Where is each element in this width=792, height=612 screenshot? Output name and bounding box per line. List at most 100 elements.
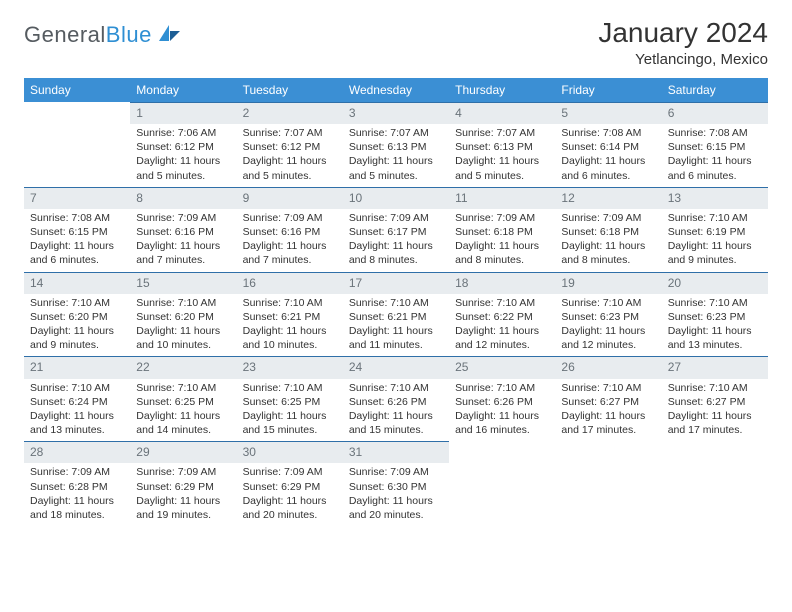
daylight-line: Daylight: 11 hours and 12 minutes. bbox=[455, 324, 549, 352]
sunset-line: Sunset: 6:19 PM bbox=[668, 225, 762, 239]
weekday-header: Thursday bbox=[449, 78, 555, 102]
calendar-cell: 13Sunrise: 7:10 AMSunset: 6:19 PMDayligh… bbox=[662, 187, 768, 272]
sunset-line: Sunset: 6:12 PM bbox=[243, 140, 337, 154]
sunrise-line: Sunrise: 7:06 AM bbox=[136, 126, 230, 140]
calendar-row: 21Sunrise: 7:10 AMSunset: 6:24 PMDayligh… bbox=[24, 356, 768, 441]
day-number: 23 bbox=[237, 356, 343, 378]
calendar-cell: 25Sunrise: 7:10 AMSunset: 6:26 PMDayligh… bbox=[449, 356, 555, 441]
sunset-line: Sunset: 6:23 PM bbox=[561, 310, 655, 324]
calendar-cell: 14Sunrise: 7:10 AMSunset: 6:20 PMDayligh… bbox=[24, 272, 130, 357]
day-number: 18 bbox=[449, 272, 555, 294]
weekday-header-row: Sunday Monday Tuesday Wednesday Thursday… bbox=[24, 78, 768, 102]
calendar-cell: 5Sunrise: 7:08 AMSunset: 6:14 PMDaylight… bbox=[555, 102, 661, 187]
calendar-row: 7Sunrise: 7:08 AMSunset: 6:15 PMDaylight… bbox=[24, 187, 768, 272]
sunrise-line: Sunrise: 7:09 AM bbox=[136, 465, 230, 479]
sunrise-line: Sunrise: 7:08 AM bbox=[668, 126, 762, 140]
daylight-line: Daylight: 11 hours and 9 minutes. bbox=[30, 324, 124, 352]
sunset-line: Sunset: 6:18 PM bbox=[561, 225, 655, 239]
weekday-header: Monday bbox=[130, 78, 236, 102]
sunrise-line: Sunrise: 7:10 AM bbox=[561, 296, 655, 310]
day-body: Sunrise: 7:10 AMSunset: 6:21 PMDaylight:… bbox=[343, 294, 449, 357]
daylight-line: Daylight: 11 hours and 14 minutes. bbox=[136, 409, 230, 437]
sunset-line: Sunset: 6:15 PM bbox=[30, 225, 124, 239]
day-number: 10 bbox=[343, 187, 449, 209]
daylight-line: Daylight: 11 hours and 16 minutes. bbox=[455, 409, 549, 437]
sunset-line: Sunset: 6:24 PM bbox=[30, 395, 124, 409]
day-number: 25 bbox=[449, 356, 555, 378]
day-number: 4 bbox=[449, 102, 555, 124]
day-body: Sunrise: 7:10 AMSunset: 6:26 PMDaylight:… bbox=[449, 379, 555, 442]
sunrise-line: Sunrise: 7:10 AM bbox=[668, 296, 762, 310]
calendar-cell: 8Sunrise: 7:09 AMSunset: 6:16 PMDaylight… bbox=[130, 187, 236, 272]
sunrise-line: Sunrise: 7:09 AM bbox=[243, 465, 337, 479]
brand-text: GeneralBlue bbox=[24, 22, 152, 48]
calendar-cell: 28Sunrise: 7:09 AMSunset: 6:28 PMDayligh… bbox=[24, 441, 130, 526]
daylight-line: Daylight: 11 hours and 18 minutes. bbox=[30, 494, 124, 522]
day-body: Sunrise: 7:10 AMSunset: 6:26 PMDaylight:… bbox=[343, 379, 449, 442]
calendar-body: 1Sunrise: 7:06 AMSunset: 6:12 PMDaylight… bbox=[24, 102, 768, 526]
sunset-line: Sunset: 6:20 PM bbox=[136, 310, 230, 324]
sunset-line: Sunset: 6:26 PM bbox=[455, 395, 549, 409]
sunset-line: Sunset: 6:26 PM bbox=[349, 395, 443, 409]
brand-part1: General bbox=[24, 22, 106, 47]
sunrise-line: Sunrise: 7:10 AM bbox=[243, 381, 337, 395]
calendar-cell: 26Sunrise: 7:10 AMSunset: 6:27 PMDayligh… bbox=[555, 356, 661, 441]
daylight-line: Daylight: 11 hours and 5 minutes. bbox=[243, 154, 337, 182]
sunset-line: Sunset: 6:15 PM bbox=[668, 140, 762, 154]
sunset-line: Sunset: 6:21 PM bbox=[349, 310, 443, 324]
day-body: Sunrise: 7:09 AMSunset: 6:18 PMDaylight:… bbox=[449, 209, 555, 272]
day-body: Sunrise: 7:09 AMSunset: 6:29 PMDaylight:… bbox=[130, 463, 236, 526]
sunset-line: Sunset: 6:14 PM bbox=[561, 140, 655, 154]
sunrise-line: Sunrise: 7:07 AM bbox=[455, 126, 549, 140]
location-label: Yetlancingo, Mexico bbox=[598, 51, 768, 68]
calendar-cell: 1Sunrise: 7:06 AMSunset: 6:12 PMDaylight… bbox=[130, 102, 236, 187]
day-number: 11 bbox=[449, 187, 555, 209]
calendar-cell: 20Sunrise: 7:10 AMSunset: 6:23 PMDayligh… bbox=[662, 272, 768, 357]
day-body: Sunrise: 7:10 AMSunset: 6:22 PMDaylight:… bbox=[449, 294, 555, 357]
daylight-line: Daylight: 11 hours and 9 minutes. bbox=[668, 239, 762, 267]
day-body: Sunrise: 7:10 AMSunset: 6:23 PMDaylight:… bbox=[662, 294, 768, 357]
calendar-cell: 10Sunrise: 7:09 AMSunset: 6:17 PMDayligh… bbox=[343, 187, 449, 272]
day-number: 20 bbox=[662, 272, 768, 294]
daylight-line: Daylight: 11 hours and 8 minutes. bbox=[561, 239, 655, 267]
calendar-cell: 19Sunrise: 7:10 AMSunset: 6:23 PMDayligh… bbox=[555, 272, 661, 357]
calendar-cell bbox=[449, 441, 555, 526]
sunrise-line: Sunrise: 7:10 AM bbox=[668, 381, 762, 395]
day-number: 16 bbox=[237, 272, 343, 294]
daylight-line: Daylight: 11 hours and 6 minutes. bbox=[561, 154, 655, 182]
day-body: Sunrise: 7:07 AMSunset: 6:12 PMDaylight:… bbox=[237, 124, 343, 187]
calendar-cell: 21Sunrise: 7:10 AMSunset: 6:24 PMDayligh… bbox=[24, 356, 130, 441]
calendar-cell: 30Sunrise: 7:09 AMSunset: 6:29 PMDayligh… bbox=[237, 441, 343, 526]
day-body: Sunrise: 7:09 AMSunset: 6:16 PMDaylight:… bbox=[237, 209, 343, 272]
calendar-cell: 27Sunrise: 7:10 AMSunset: 6:27 PMDayligh… bbox=[662, 356, 768, 441]
sunset-line: Sunset: 6:13 PM bbox=[455, 140, 549, 154]
calendar-cell: 7Sunrise: 7:08 AMSunset: 6:15 PMDaylight… bbox=[24, 187, 130, 272]
weekday-header: Tuesday bbox=[237, 78, 343, 102]
calendar-table: Sunday Monday Tuesday Wednesday Thursday… bbox=[24, 78, 768, 526]
sunrise-line: Sunrise: 7:10 AM bbox=[349, 381, 443, 395]
day-body: Sunrise: 7:10 AMSunset: 6:20 PMDaylight:… bbox=[130, 294, 236, 357]
daylight-line: Daylight: 11 hours and 17 minutes. bbox=[668, 409, 762, 437]
sunrise-line: Sunrise: 7:09 AM bbox=[349, 211, 443, 225]
day-body: Sunrise: 7:08 AMSunset: 6:15 PMDaylight:… bbox=[662, 124, 768, 187]
sunset-line: Sunset: 6:30 PM bbox=[349, 480, 443, 494]
day-number: 28 bbox=[24, 441, 130, 463]
daylight-line: Daylight: 11 hours and 10 minutes. bbox=[243, 324, 337, 352]
day-body: Sunrise: 7:08 AMSunset: 6:14 PMDaylight:… bbox=[555, 124, 661, 187]
daylight-line: Daylight: 11 hours and 11 minutes. bbox=[349, 324, 443, 352]
day-body: Sunrise: 7:07 AMSunset: 6:13 PMDaylight:… bbox=[343, 124, 449, 187]
day-body: Sunrise: 7:08 AMSunset: 6:15 PMDaylight:… bbox=[24, 209, 130, 272]
day-number: 31 bbox=[343, 441, 449, 463]
sunset-line: Sunset: 6:29 PM bbox=[136, 480, 230, 494]
day-number: 1 bbox=[130, 102, 236, 124]
sunrise-line: Sunrise: 7:09 AM bbox=[349, 465, 443, 479]
sunrise-line: Sunrise: 7:09 AM bbox=[561, 211, 655, 225]
day-body: Sunrise: 7:09 AMSunset: 6:30 PMDaylight:… bbox=[343, 463, 449, 526]
sunset-line: Sunset: 6:18 PM bbox=[455, 225, 549, 239]
daylight-line: Daylight: 11 hours and 17 minutes. bbox=[561, 409, 655, 437]
day-body: Sunrise: 7:10 AMSunset: 6:27 PMDaylight:… bbox=[555, 379, 661, 442]
day-number: 24 bbox=[343, 356, 449, 378]
day-body: Sunrise: 7:10 AMSunset: 6:25 PMDaylight:… bbox=[237, 379, 343, 442]
day-number: 7 bbox=[24, 187, 130, 209]
sunset-line: Sunset: 6:13 PM bbox=[349, 140, 443, 154]
